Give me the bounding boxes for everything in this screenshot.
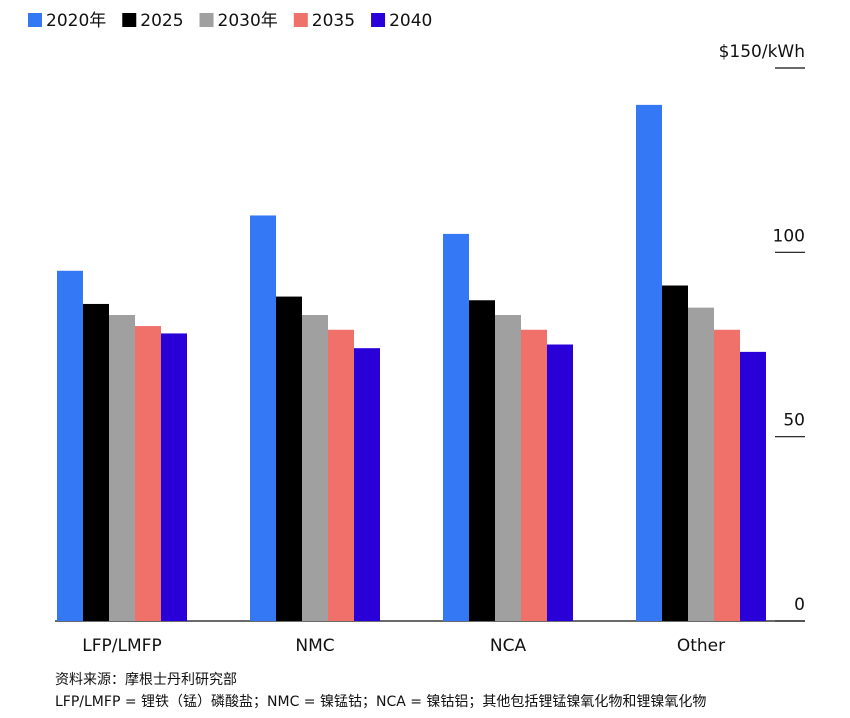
legend-swatch bbox=[371, 13, 386, 27]
bar bbox=[135, 326, 161, 621]
bar bbox=[161, 333, 187, 621]
bar bbox=[636, 104, 662, 621]
bar bbox=[714, 329, 740, 621]
bar bbox=[83, 303, 109, 621]
y-tick-label: 100 bbox=[773, 226, 805, 246]
bar bbox=[740, 351, 766, 621]
bar bbox=[302, 315, 328, 621]
bar bbox=[109, 315, 135, 621]
y-tick-label: 50 bbox=[783, 411, 805, 431]
bar bbox=[57, 270, 83, 621]
bar bbox=[495, 315, 521, 621]
legend-swatch bbox=[28, 13, 42, 27]
legend-label: 2025 bbox=[140, 11, 183, 31]
legend-swatch bbox=[293, 13, 308, 27]
source-note: 资料来源：摩根士丹利研究部 bbox=[55, 671, 237, 688]
x-tick-label: LFP/LMFP bbox=[82, 636, 161, 656]
bar bbox=[688, 307, 714, 621]
bar bbox=[276, 296, 302, 621]
legend-swatch bbox=[122, 13, 137, 27]
bar bbox=[328, 329, 354, 621]
legend-label: 2035 bbox=[312, 11, 355, 31]
x-tick-label: Other bbox=[677, 636, 725, 656]
bar bbox=[547, 344, 573, 621]
legend-label: 2030年 bbox=[218, 11, 278, 31]
bar bbox=[469, 300, 495, 621]
legend-label: 2020年 bbox=[46, 11, 106, 31]
bar bbox=[662, 285, 688, 621]
bar bbox=[250, 215, 276, 621]
y-tick-label: 0 bbox=[794, 595, 805, 615]
bar bbox=[443, 233, 469, 621]
abbreviation-note: LFP/LMFP = 锂铁（锰）磷酸盐；NMC = 镍锰钴；NCA = 镍钴铝；… bbox=[55, 694, 706, 710]
legend-swatch bbox=[199, 13, 214, 27]
bar bbox=[354, 348, 380, 621]
bar bbox=[521, 329, 547, 621]
y-tick-label: $150/kWh bbox=[719, 42, 805, 62]
legend-label: 2040 bbox=[389, 11, 432, 31]
x-tick-label: NMC bbox=[295, 636, 334, 656]
x-tick-label: NCA bbox=[490, 636, 527, 656]
